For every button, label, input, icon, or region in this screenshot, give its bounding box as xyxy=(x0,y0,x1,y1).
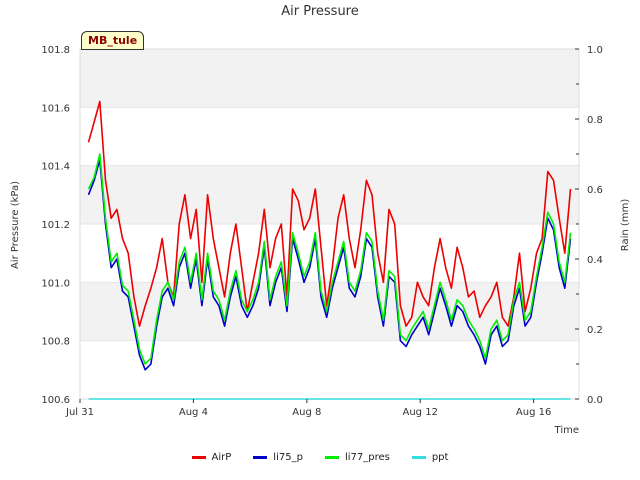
y2-axis-title: Rain (mm) xyxy=(620,199,631,252)
y-axis-title: Air Pressure (kPa) xyxy=(10,181,21,269)
x-tick-label: Jul 31 xyxy=(65,407,94,418)
series-line-li75-p xyxy=(87,159,572,371)
legend-item: ppt xyxy=(411,452,449,463)
legend-label: li75_p xyxy=(273,452,303,463)
y2-tick-label: 0.8 xyxy=(587,115,603,126)
y-tick-label: 100.6 xyxy=(41,395,70,406)
y-tick-label: 101.0 xyxy=(41,278,70,289)
chart-title: Air Pressure xyxy=(281,4,359,19)
y-tick-label: 101.8 xyxy=(41,45,70,56)
y-tick-label: 100.8 xyxy=(41,337,70,348)
y2-tick-label: 0.0 xyxy=(587,395,603,406)
x-tick-label: Aug 8 xyxy=(292,407,321,418)
x-tick-label: Aug 16 xyxy=(516,407,551,418)
legend-swatch xyxy=(411,456,426,459)
legend-item: AirP xyxy=(191,452,232,463)
legend-label: li77_pres xyxy=(344,452,390,463)
series-layer xyxy=(87,100,572,400)
x-tick-label: Aug 12 xyxy=(403,407,438,418)
legend-swatch xyxy=(253,456,268,459)
legend-label: AirP xyxy=(211,452,232,463)
y-axis-left: 100.6 100.8 101.0 101.2 101.4 101.6 101.8 xyxy=(41,45,70,406)
x-tick-label: Aug 4 xyxy=(179,407,208,418)
legend-label: ppt xyxy=(431,452,449,463)
y-tick-label: 101.4 xyxy=(41,162,70,173)
x-axis-title: Time xyxy=(554,425,579,436)
grid-band xyxy=(80,165,579,224)
site-label-badge: MB_tule xyxy=(81,31,145,50)
y2-tick-label: 0.4 xyxy=(587,255,603,266)
x-axis: Jul 31 Aug 4 Aug 8 Aug 12 Aug 16 xyxy=(65,399,551,418)
y2-tick-label: 0.6 xyxy=(587,185,603,196)
legend: AirP li75_p li77_pres ppt xyxy=(0,452,640,463)
plot-background-bands xyxy=(80,49,579,400)
legend-item: li75_p xyxy=(253,452,303,463)
grid-band xyxy=(80,49,579,108)
y2-tick-label: 1.0 xyxy=(587,45,603,56)
y2-tick-label: 0.2 xyxy=(587,325,603,336)
legend-item: li77_pres xyxy=(324,452,390,463)
y-tick-label: 101.2 xyxy=(41,220,70,231)
legend-swatch xyxy=(324,456,339,459)
series-line-li77-pres xyxy=(87,153,572,365)
legend-swatch xyxy=(191,456,206,459)
y-axis-right: 0.0 0.2 0.4 0.6 0.8 1.0 xyxy=(575,45,603,406)
y-tick-label: 101.6 xyxy=(41,103,70,114)
